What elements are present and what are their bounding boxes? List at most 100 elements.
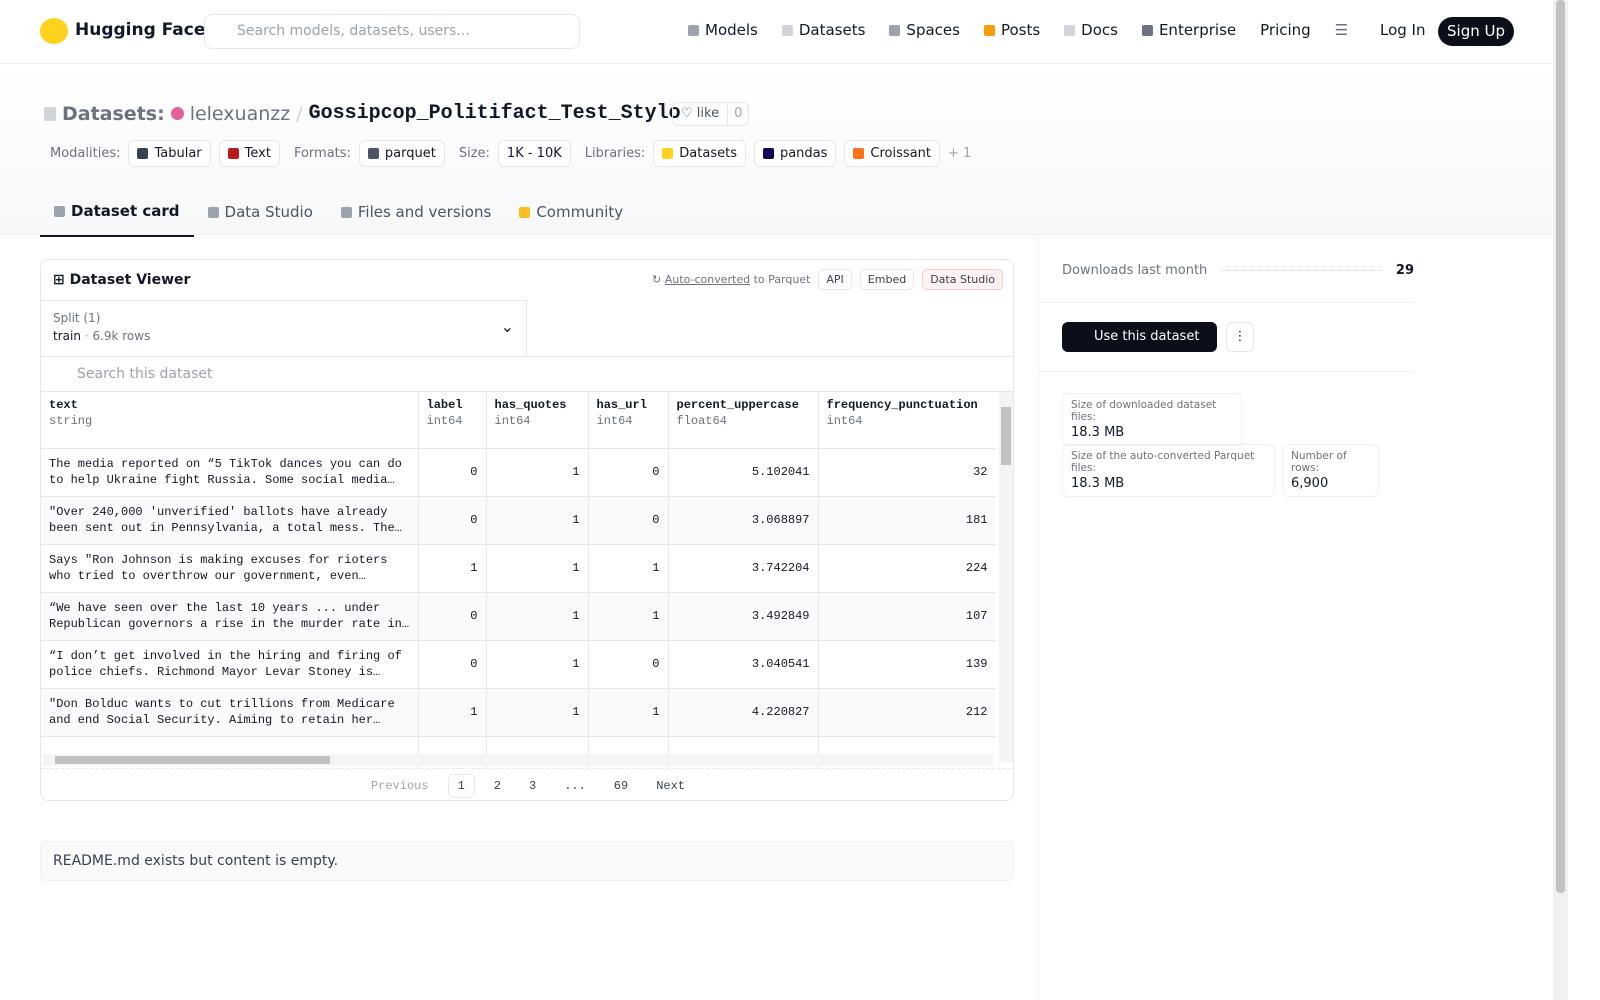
page[interactable]: 2	[493, 778, 501, 793]
scrollbar	[999, 392, 1013, 762]
column-dtype: int64	[426, 414, 463, 428]
nav-link[interactable]: Spaces	[889, 21, 960, 39]
viewer-button[interactable]: Data Studio	[922, 269, 1003, 290]
nav-link[interactable]: Enterprise	[1141, 21, 1237, 39]
owner[interactable]: lelexuanzz	[189, 102, 291, 125]
cell: 1	[418, 688, 487, 737]
cell: 3.492849	[668, 592, 819, 641]
stat-label: Size of the auto-converted Parquet files…	[1071, 450, 1255, 474]
dots	[1221, 270, 1382, 271]
tag-text: pandas	[779, 146, 828, 161]
cell-text: “We have seen over the last 10 years ...…	[49, 601, 410, 631]
more-button[interactable]: ⋮	[1226, 322, 1254, 352]
page[interactable]: 69	[613, 778, 629, 793]
page[interactable]: 1	[447, 773, 475, 798]
use-dataset[interactable]: Use this dataset	[1062, 322, 1217, 352]
tag-text: Croissant	[870, 146, 931, 161]
viewer-button[interactable]: API	[818, 269, 852, 290]
dataset-title: Datasets: lelexuanzz / Gossipcop_Politif…	[44, 102, 681, 125]
search-box[interactable]: Search models, datasets, users...	[204, 14, 580, 49]
column-header[interactable]: has_url int64	[588, 392, 669, 449]
cell: 1	[588, 592, 669, 641]
next[interactable]: Next	[656, 778, 686, 793]
tag[interactable]: 1K - 10K	[497, 140, 571, 167]
stat-label: Size of downloaded dataset files:	[1071, 399, 1217, 423]
tbody: The media reported on “5 TikTok dances y…	[41, 448, 996, 768]
tab[interactable]: Data Studio	[194, 196, 327, 237]
cell: 212	[818, 688, 996, 737]
tag-group-label: Size:	[458, 146, 490, 161]
column-dtype: string	[49, 414, 93, 428]
dataset-viewer: ⊞ Dataset Viewer ↻ Auto-converted to Par…	[40, 259, 1014, 801]
nav-link-text: Models	[705, 21, 758, 39]
signup[interactable]: Sign Up	[1438, 17, 1514, 46]
split-selector[interactable]: Split (1) train · 6.9k rows ⌄	[41, 300, 527, 356]
more-tags[interactable]: + 1	[947, 146, 972, 161]
column-header[interactable]: has_quotes int64	[486, 392, 589, 449]
chevron: ⌄	[500, 317, 514, 336]
page[interactable]: 3	[528, 778, 537, 793]
brand[interactable]: Hugging Face	[75, 20, 206, 40]
tabs: Dataset card Data Studio Files and version…	[40, 196, 637, 237]
tag[interactable]: parquet	[358, 140, 445, 167]
cell: 0	[588, 496, 669, 545]
nav-link[interactable]: Models	[688, 21, 758, 39]
like-button[interactable]: ♡ like 0	[672, 102, 750, 126]
tag[interactable]: Datasets	[653, 140, 746, 167]
stat: Size of the auto-converted Parquet files…	[1062, 444, 1275, 497]
column-header[interactable]: label int64	[418, 392, 487, 449]
tab[interactable]: Files and versions	[327, 196, 505, 237]
nav-link-text: Posts	[1000, 21, 1041, 39]
cell: 1	[486, 640, 589, 689]
avatar	[170, 107, 184, 120]
tag[interactable]: Tabular	[128, 140, 211, 167]
viewer-button[interactable]: Embed	[859, 269, 915, 290]
column-header[interactable]: frequency_punctuation int64	[818, 392, 996, 449]
dataset-name[interactable]: Gossipcop_Politifact_Test_Stylo	[308, 102, 681, 125]
login[interactable]: Log In	[1380, 21, 1426, 39]
page-scroll-thumb[interactable]	[1556, 0, 1565, 893]
tag-text: 1K - 10K	[506, 146, 562, 161]
nav-link-text: Spaces	[906, 21, 960, 39]
logo[interactable]	[40, 18, 68, 44]
h-scroll-thumb[interactable]	[55, 756, 330, 764]
cell-text: Says "Ron Johnson is making excuses for …	[49, 553, 388, 583]
cell: 139	[818, 640, 996, 689]
column-header[interactable]: text string	[41, 392, 419, 449]
nav-link[interactable]: Pricing	[1260, 21, 1311, 39]
cell: 3.068897	[668, 496, 819, 545]
icon	[367, 148, 379, 159]
auto-converted-link[interactable]: Auto-converted	[664, 273, 751, 286]
tag-text: parquet	[384, 146, 436, 161]
stat-value: 18.3 MB	[1071, 425, 1125, 440]
menu-icon[interactable]: ☰	[1334, 21, 1349, 39]
row: “We have seen over the last 10 years ...…	[41, 592, 996, 641]
tag[interactable]: Croissant	[844, 140, 940, 167]
rule	[1038, 371, 1414, 372]
cell: 1	[486, 592, 589, 641]
nav-link[interactable]: Posts	[983, 21, 1041, 39]
thead: text string label int64 has_quotes int64 has_u…	[41, 392, 996, 449]
nav-link[interactable]: Datasets	[781, 21, 865, 39]
navbar: Hugging Face Search models, datasets, us…	[0, 0, 1552, 64]
like-text: like	[696, 106, 720, 121]
scroll-thumb[interactable]	[1001, 407, 1011, 465]
nav-link-text: Enterprise	[1158, 21, 1237, 39]
section[interactable]: Datasets:	[62, 102, 165, 125]
tag[interactable]: Text	[218, 140, 280, 167]
prev[interactable]: Previous	[370, 778, 429, 793]
like-count: 0	[734, 106, 743, 121]
page[interactable]: ...	[564, 778, 586, 793]
cell: "Don Bolduc wants to cut trillions from …	[41, 688, 419, 737]
viewer-search[interactable]: Search this dataset	[41, 356, 1013, 392]
cell: Says "Ron Johnson is making excuses for …	[41, 544, 419, 593]
nav-link[interactable]: Docs	[1064, 21, 1118, 39]
tag[interactable]: pandas	[753, 140, 837, 167]
tab[interactable]: Dataset card	[40, 196, 194, 237]
tab[interactable]: Community	[505, 196, 637, 237]
cell: 1	[486, 448, 589, 497]
column-header[interactable]: percent_uppercase float64	[668, 392, 819, 449]
tag-group-label: Formats:	[293, 146, 351, 161]
downloads-label: Downloads last month	[1062, 263, 1208, 278]
